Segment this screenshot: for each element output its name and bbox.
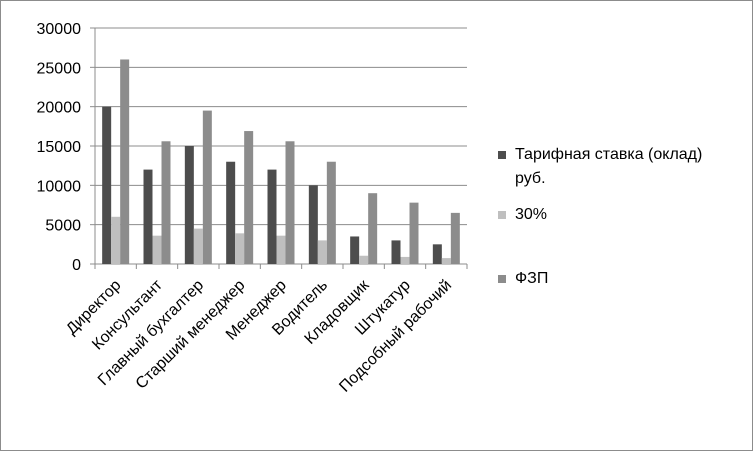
bar-1 <box>226 161 236 264</box>
legend-swatch <box>498 151 506 159</box>
bar-3 <box>202 110 212 264</box>
y-tick-labels: 0 5000 10000 15000 20000 25000 30000 <box>37 21 82 274</box>
bar-2 <box>400 256 410 264</box>
bar-3 <box>368 193 378 264</box>
bar-2 <box>441 258 451 264</box>
bar-1 <box>350 236 360 264</box>
bar-2 <box>111 216 121 264</box>
bar-2 <box>276 235 286 264</box>
bars <box>102 59 460 265</box>
bar-1 <box>102 106 112 265</box>
legend: Тарифная ставка (оклад) руб. 30% ФЗП <box>498 146 702 287</box>
y-tick-label: 0 <box>72 257 81 274</box>
bar-3 <box>326 161 336 264</box>
bar-2 <box>152 235 162 264</box>
bar-2 <box>317 240 327 264</box>
legend-swatch <box>498 275 506 283</box>
legend-label: руб. <box>515 170 546 187</box>
legend-label: Тарифная ставка (оклад) <box>515 146 702 163</box>
legend-swatch <box>498 211 506 219</box>
bar-3 <box>120 59 130 264</box>
bar-2 <box>359 255 369 264</box>
gridlines <box>95 27 467 226</box>
bar-3 <box>285 141 295 264</box>
legend-label: ФЗП <box>515 270 548 287</box>
bar-1 <box>432 244 442 264</box>
legend-label: 30% <box>515 206 547 223</box>
bar-1 <box>184 146 194 264</box>
bar-3 <box>450 212 460 264</box>
y-tick-label: 25000 <box>37 60 82 77</box>
bar-1 <box>143 169 153 264</box>
bar-2 <box>235 233 245 264</box>
bar-1 <box>267 169 277 264</box>
bar-1 <box>391 240 401 264</box>
bar-3 <box>409 202 419 264</box>
bar-3 <box>244 131 254 264</box>
y-tick-label: 30000 <box>37 21 82 38</box>
y-tick-label: 5000 <box>45 218 81 235</box>
bar-2 <box>193 228 203 264</box>
bar-3 <box>161 141 171 264</box>
y-tick-label: 20000 <box>37 100 82 117</box>
y-tick-label: 10000 <box>37 178 82 195</box>
bar-1 <box>308 185 318 264</box>
y-tick-label: 15000 <box>37 139 82 156</box>
